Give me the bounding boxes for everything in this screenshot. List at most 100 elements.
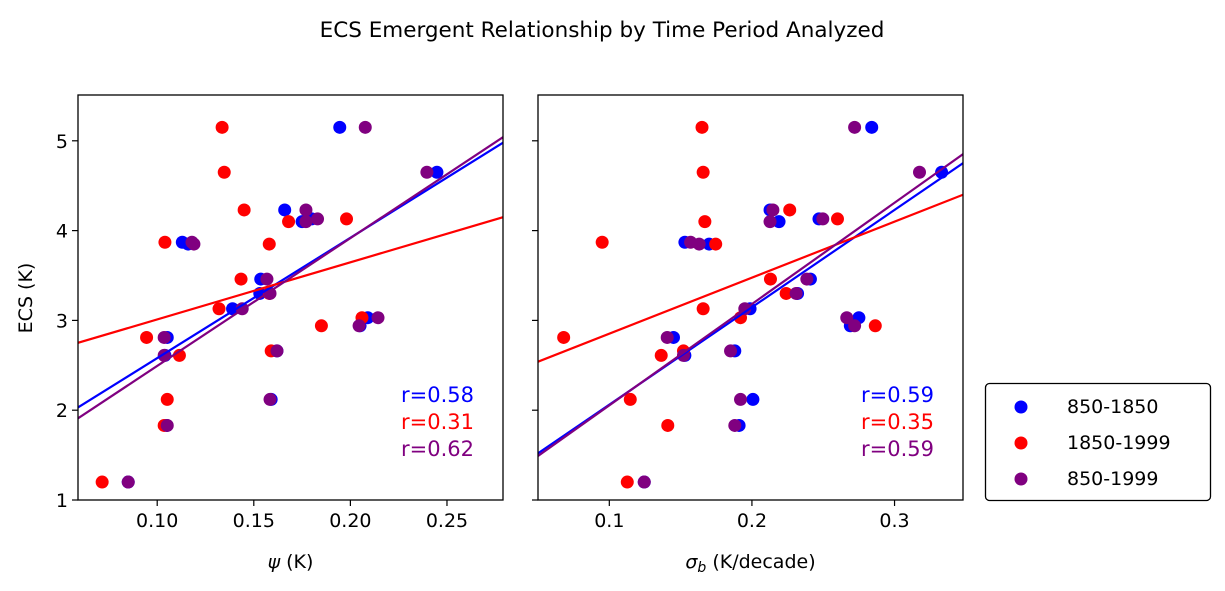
point-1850-1999-16	[661, 418, 675, 432]
point-850-1850-1	[430, 165, 444, 179]
x-axis-unit: (K/decade)	[706, 551, 815, 573]
r-label-1850-1999: r=0.35	[861, 410, 934, 434]
point-1850-1999-0	[695, 120, 709, 134]
point-1850-1999-0	[215, 120, 229, 134]
y-tick-label: 4	[56, 221, 68, 243]
x-tick-label: 0.10	[136, 510, 178, 532]
point-1850-1999-4	[282, 215, 296, 229]
point-850-1999-1	[420, 165, 434, 179]
figure-title: ECS Emergent Relationship by Time Period…	[320, 18, 885, 43]
point-1850-1999-3	[830, 212, 844, 226]
point-1850-1999-4	[698, 215, 712, 229]
point-850-1999-2	[299, 203, 313, 217]
point-850-1999-12	[157, 330, 171, 344]
legend-frame	[984, 382, 1212, 502]
point-1850-1999-14	[654, 348, 668, 362]
r-label-850-1850: r=0.58	[401, 383, 474, 407]
r-label-850-1999: r=0.62	[401, 437, 474, 461]
x-tick-label: 0.1	[594, 510, 624, 532]
point-1850-1999-17	[620, 475, 634, 489]
legend-marker-850-1850	[1014, 400, 1028, 414]
point-850-1999-17	[637, 475, 651, 489]
point-850-1999-17	[121, 475, 135, 489]
point-850-1850-0	[333, 120, 347, 134]
point-1850-1999-2	[783, 203, 797, 217]
point-1850-1999-2	[237, 203, 251, 217]
point-1850-1999-5	[595, 235, 609, 249]
point-850-1999-15	[263, 392, 277, 406]
point-1850-1999-12	[140, 330, 154, 344]
legend-label-850-1999: 850-1999	[1067, 468, 1158, 490]
point-850-1850-2	[278, 203, 292, 217]
point-850-1999-11	[352, 319, 366, 333]
r-label-850-1999: r=0.59	[861, 437, 934, 461]
point-850-1999-3	[816, 212, 830, 226]
x-tick-label: 0.25	[426, 510, 468, 532]
point-850-1999-10	[371, 311, 385, 325]
axes-frame	[77, 94, 504, 501]
x-axis-symbol: σ	[685, 551, 698, 573]
plot-area	[78, 120, 503, 489]
point-1850-1999-15	[623, 392, 637, 406]
point-850-1999-4	[299, 215, 313, 229]
r-label-1850-1999: r=0.31	[401, 410, 474, 434]
point-850-1999-0	[358, 120, 372, 134]
y-tick-label: 2	[56, 400, 68, 422]
panel-2: r=0.59 r=0.35 r=0.59 0.1 0.2 0.3 σb (K/decade)	[532, 94, 964, 576]
point-850-1999-4	[763, 215, 777, 229]
fit-line-850-1850	[78, 141, 503, 409]
point-850-1999-13	[270, 344, 284, 358]
point-850-1850-4	[772, 215, 786, 229]
x-tick-label: 0.3	[879, 510, 909, 532]
point-1850-1999-15	[160, 392, 174, 406]
y-tick-label: 1	[56, 490, 68, 512]
point-1850-1999-8	[779, 286, 793, 300]
r-label-850-1850: r=0.59	[861, 383, 934, 407]
y-axis-label: ECS (K)	[15, 263, 37, 334]
point-850-1999-16	[728, 418, 742, 432]
legend-label-850-1850: 850-1850	[1067, 396, 1158, 418]
point-850-1999-16	[160, 418, 174, 432]
point-1850-1999-12	[557, 330, 571, 344]
point-1850-1999-17	[95, 475, 109, 489]
axes-frame	[537, 94, 964, 501]
point-850-1999-8	[789, 286, 803, 300]
legend-marker-850-1999	[1014, 472, 1028, 486]
x-axis-unit: (K)	[280, 551, 313, 573]
point-850-1850-0	[865, 120, 879, 134]
fit-line-1850-1999	[538, 193, 963, 363]
point-1850-1999-1	[217, 165, 231, 179]
fit-line-1850-1999	[78, 216, 503, 344]
point-850-1999-15	[734, 392, 748, 406]
point-850-1999-7	[800, 272, 814, 286]
x-axis-symbol-subscript: b	[697, 560, 706, 576]
point-1850-1999-3	[340, 212, 354, 226]
legend-marker-1850-1999	[1014, 436, 1028, 450]
point-850-1999-0	[848, 120, 862, 134]
x-tick-label: 0.2	[737, 510, 767, 532]
point-1850-1999-5	[158, 235, 172, 249]
fit-line-850-1999	[78, 136, 503, 420]
point-850-1999-12	[660, 330, 674, 344]
x-axis-symbol: ψ	[268, 551, 281, 573]
x-axis-label: σb (K/decade)	[685, 551, 815, 576]
legend-label-1850-1999: 1850-1999	[1067, 432, 1171, 454]
point-850-1999-6	[187, 237, 201, 251]
panel-1: r=0.58 r=0.31 r=0.62 0.10 0.15 0.20 0.25 1 2 3 4 5 ψ…	[15, 94, 504, 573]
x-axis-label: ψ (K)	[268, 551, 314, 573]
point-850-1999-6	[692, 237, 706, 251]
point-850-1999-7	[260, 272, 274, 286]
point-1850-1999-9	[212, 302, 226, 316]
point-850-1999-11	[848, 319, 862, 333]
point-1850-1999-7	[234, 272, 248, 286]
point-1850-1999-7	[763, 272, 777, 286]
point-1850-1999-11	[868, 319, 882, 333]
point-1850-1999-6	[262, 237, 276, 251]
point-850-1999-3	[311, 212, 325, 226]
plot-area	[538, 120, 963, 489]
point-1850-1999-9	[696, 302, 710, 316]
point-850-1999-2	[766, 203, 780, 217]
point-1850-1999-1	[696, 165, 710, 179]
point-850-1850-15	[746, 392, 760, 406]
